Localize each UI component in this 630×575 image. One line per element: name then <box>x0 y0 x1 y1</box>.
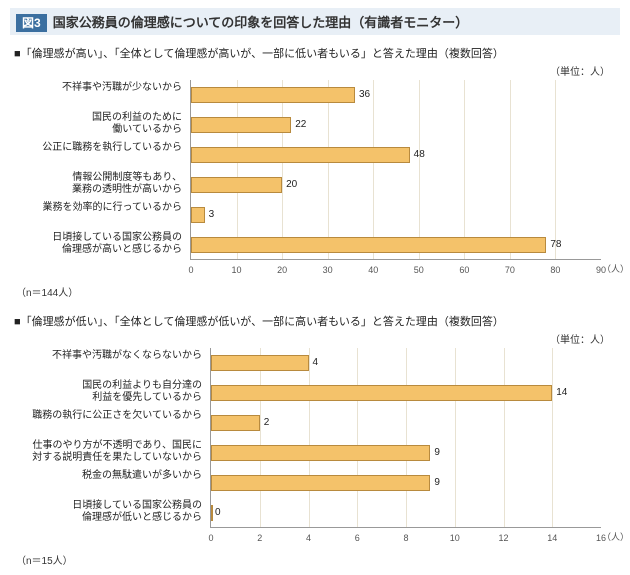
plot-area: 0246810121416（人）4142990 <box>210 348 601 528</box>
bar <box>211 415 260 431</box>
x-tick: 70 <box>505 265 515 275</box>
bar <box>191 117 291 133</box>
bar <box>191 87 355 103</box>
bar-value: 9 <box>434 477 440 488</box>
x-tick: 0 <box>188 265 193 275</box>
x-tick: 14 <box>547 533 557 543</box>
category-label: 情報公開制度等もあり、業務の透明性が高いから <box>20 172 182 196</box>
x-tick: 50 <box>414 265 424 275</box>
bar <box>211 475 430 491</box>
x-tick: 8 <box>403 533 408 543</box>
x-tick: 12 <box>498 533 508 543</box>
x-tick: 2 <box>257 533 262 543</box>
x-tick: 40 <box>368 265 378 275</box>
bar-value: 3 <box>209 209 215 220</box>
x-tick: 10 <box>232 265 242 275</box>
chart2-subtitle: ■「倫理感が低い」、「全体として倫理感が低いが、一部に高い者もいる」と答えた理由… <box>14 313 620 329</box>
unit-label-1: （単位：人） <box>10 63 610 78</box>
chart1-n: （n＝144人） <box>16 284 620 299</box>
bar-value: 22 <box>295 119 306 130</box>
chart1-subtitle: ■「倫理感が高い」、「全体として倫理感が高いが、一部に低い者もいる」と答えた理由… <box>14 45 620 61</box>
x-tick: 0 <box>208 533 213 543</box>
chart2: 0246810121416（人）4142990不祥事や汚職がなくならないから国民… <box>20 348 610 548</box>
x-tick: 4 <box>306 533 311 543</box>
category-label: 日頃接している国家公務員の倫理感が高いと感じるから <box>20 232 182 256</box>
chart2-n: （n＝15人） <box>16 552 620 567</box>
bar <box>211 445 430 461</box>
unit-label-2: （単位：人） <box>10 331 610 346</box>
bar-value: 0 <box>215 507 221 518</box>
category-label: 国民の利益よりも自分達の利益を優先しているから <box>20 380 202 404</box>
figure-number: 図3 <box>16 14 47 32</box>
bar-value: 48 <box>414 149 425 160</box>
bar-value: 9 <box>434 447 440 458</box>
plot-area: 0102030405060708090（人）36224820378 <box>190 80 601 260</box>
x-unit: （人） <box>602 262 629 275</box>
bar <box>211 505 213 521</box>
x-tick: 60 <box>459 265 469 275</box>
category-label: 業務を効率的に行っているから <box>20 202 182 214</box>
bar <box>191 147 410 163</box>
bar <box>191 237 546 253</box>
category-label: 職務の執行に公正さを欠いているから <box>20 410 202 422</box>
bar <box>211 385 552 401</box>
bar <box>191 207 205 223</box>
x-tick: 10 <box>450 533 460 543</box>
category-label: 税金の無駄遣いが多いから <box>20 470 202 482</box>
category-label: 日頃接している国家公務員の倫理感が低いと感じるから <box>20 500 202 524</box>
category-label: 不祥事や汚職がなくならないから <box>20 350 202 362</box>
category-label: 仕事のやり方が不透明であり、国民に対する説明責任を果たしていないから <box>20 440 202 464</box>
bar-value: 36 <box>359 89 370 100</box>
bar-value: 2 <box>264 417 270 428</box>
category-label: 不祥事や汚職が少ないから <box>20 82 182 94</box>
x-tick: 80 <box>550 265 560 275</box>
bar-value: 4 <box>313 357 319 368</box>
chart1: 0102030405060708090（人）36224820378不祥事や汚職が… <box>20 80 610 280</box>
bar <box>191 177 282 193</box>
category-label: 国民の利益のために働いているから <box>20 112 182 136</box>
bar <box>211 355 309 371</box>
x-unit: （人） <box>602 530 629 543</box>
category-label: 公正に職務を執行しているから <box>20 142 182 154</box>
bar-value: 20 <box>286 179 297 190</box>
figure-title: 図3 国家公務員の倫理感についての印象を回答した理由（有識者モニター） <box>10 8 620 35</box>
x-tick: 6 <box>355 533 360 543</box>
x-tick: 30 <box>323 265 333 275</box>
bar-value: 78 <box>550 239 561 250</box>
bar-value: 14 <box>556 387 567 398</box>
figure-title-text: 国家公務員の倫理感についての印象を回答した理由（有識者モニター） <box>53 15 469 30</box>
x-tick: 20 <box>277 265 287 275</box>
